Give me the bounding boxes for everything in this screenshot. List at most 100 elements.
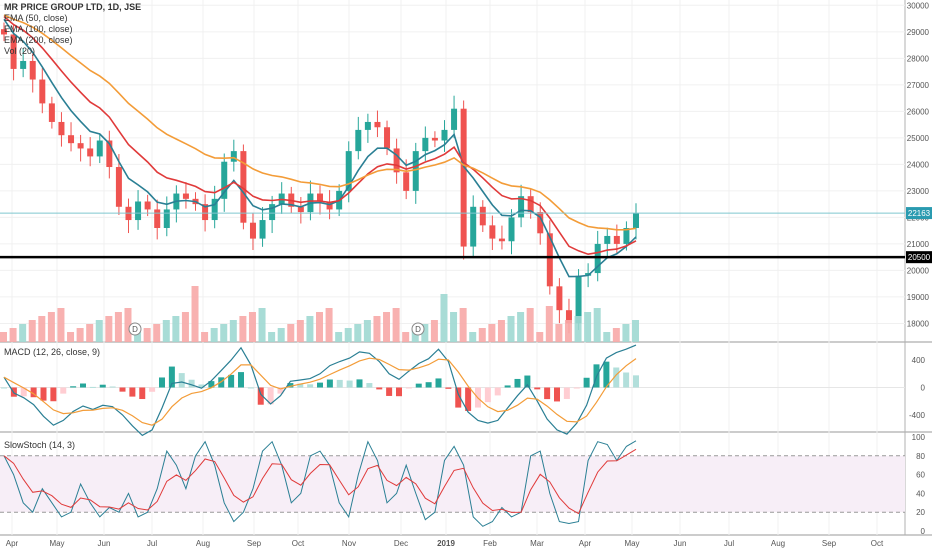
stoch-tick-label: 20 xyxy=(916,508,925,517)
macd-histogram-bar xyxy=(198,384,205,388)
candle xyxy=(393,148,400,173)
stoch-tick-label: 60 xyxy=(916,471,925,480)
support-label: 20500 xyxy=(908,253,931,262)
volume-bar xyxy=(306,316,314,342)
macd-histogram-bar xyxy=(326,379,333,388)
last-price-label: 22163 xyxy=(908,209,931,218)
candle xyxy=(451,108,458,130)
legend-ema100: EMA (100, close) xyxy=(4,24,73,34)
candle xyxy=(594,243,601,274)
candle xyxy=(384,127,391,149)
volume-bar xyxy=(201,332,209,342)
candle xyxy=(565,310,572,324)
macd-tick-label: 0 xyxy=(921,384,926,393)
candle xyxy=(230,151,237,162)
candle xyxy=(470,206,477,247)
macd-histogram-bar xyxy=(494,387,501,396)
volume-bar xyxy=(411,328,419,342)
candle xyxy=(518,196,525,218)
candle xyxy=(326,201,333,210)
macd-histogram-bar xyxy=(307,384,314,388)
macd-histogram-bar xyxy=(257,387,264,405)
x-tick-label: Oct xyxy=(292,539,305,548)
candle xyxy=(182,193,189,199)
macd-histogram-bar xyxy=(80,383,86,388)
x-tick-label: Aug xyxy=(771,539,785,548)
macd-histogram-bar xyxy=(425,382,432,388)
ema-line xyxy=(3,18,637,278)
candle xyxy=(211,198,218,221)
macd-histogram-bar xyxy=(70,386,77,388)
candle xyxy=(48,103,55,122)
stoch-pane[interactable] xyxy=(3,440,637,527)
macd-histogram-bar xyxy=(336,379,343,388)
ema-line xyxy=(3,14,637,231)
candle xyxy=(345,151,352,191)
macd-histogram-bar xyxy=(109,386,116,388)
macd-histogram-bar xyxy=(149,387,156,392)
macd-histogram-bar xyxy=(247,387,254,389)
volume-bar xyxy=(258,308,266,342)
macd-histogram-bar xyxy=(376,387,383,390)
legend-ema200: EMA (200, close) xyxy=(4,35,73,45)
stoch-title: SlowStoch (14, 3) xyxy=(4,440,76,450)
candle xyxy=(498,238,505,242)
volume-bar xyxy=(28,320,36,342)
macd-histogram-bar xyxy=(89,386,96,388)
candle xyxy=(508,217,515,242)
candle xyxy=(374,121,381,128)
macd-pane[interactable] xyxy=(1,344,639,437)
candle xyxy=(58,121,65,136)
candle xyxy=(221,161,228,199)
candle xyxy=(240,151,247,223)
macd-histogram-bar xyxy=(366,383,373,388)
volume-bar xyxy=(296,320,304,342)
volume-bar xyxy=(622,324,630,342)
macd-histogram-bar xyxy=(465,387,472,411)
legend-vol: Vol (20) xyxy=(4,46,36,56)
macd-tick-label: 400 xyxy=(912,356,926,365)
volume-bar xyxy=(363,320,371,342)
volume-bar xyxy=(162,320,170,342)
volume-bar xyxy=(469,332,477,342)
volume-bar xyxy=(220,324,228,342)
macd-histogram-bar xyxy=(613,367,620,388)
stoch-tick-label: 100 xyxy=(912,433,926,442)
candle xyxy=(527,196,534,213)
macd-histogram-bar xyxy=(346,380,353,388)
macd-histogram-bar xyxy=(317,382,323,388)
volume-bar xyxy=(239,316,247,342)
x-tick-label: Dec xyxy=(394,539,408,548)
candle xyxy=(460,108,467,247)
gridlines xyxy=(0,0,932,536)
candle xyxy=(364,121,371,130)
x-tick-label: Nov xyxy=(342,539,356,548)
macd-histogram-bar xyxy=(40,387,47,401)
x-tick-label: Jul xyxy=(724,539,734,548)
macd-histogram-bar xyxy=(178,373,185,388)
macd-histogram-bar xyxy=(386,387,393,396)
stoch-d-line xyxy=(3,448,637,515)
macd-histogram-bar xyxy=(563,387,570,399)
y-tick-label: 28000 xyxy=(907,54,930,63)
macd-title: MACD (12, 26, close, 9) xyxy=(4,347,101,357)
macd-histogram-bar xyxy=(514,378,521,388)
macd-histogram-bar xyxy=(287,383,294,388)
macd-histogram-bar xyxy=(603,361,610,388)
candle xyxy=(479,206,486,226)
volume-bar xyxy=(57,308,65,342)
macd-histogram-bar xyxy=(277,387,284,394)
candle xyxy=(412,151,419,191)
y-tick-label: 24000 xyxy=(907,160,930,169)
volume-bar xyxy=(517,312,525,342)
y-tick-label: 20000 xyxy=(907,266,930,275)
candle xyxy=(249,222,256,239)
candle xyxy=(115,167,122,207)
volume-bar xyxy=(47,312,55,342)
candle xyxy=(441,129,448,141)
volume-bar xyxy=(277,328,285,342)
y-tick-label: 30000 xyxy=(907,1,930,10)
dividend-marker-label: D xyxy=(132,325,138,334)
macd-histogram-bar xyxy=(633,375,639,388)
